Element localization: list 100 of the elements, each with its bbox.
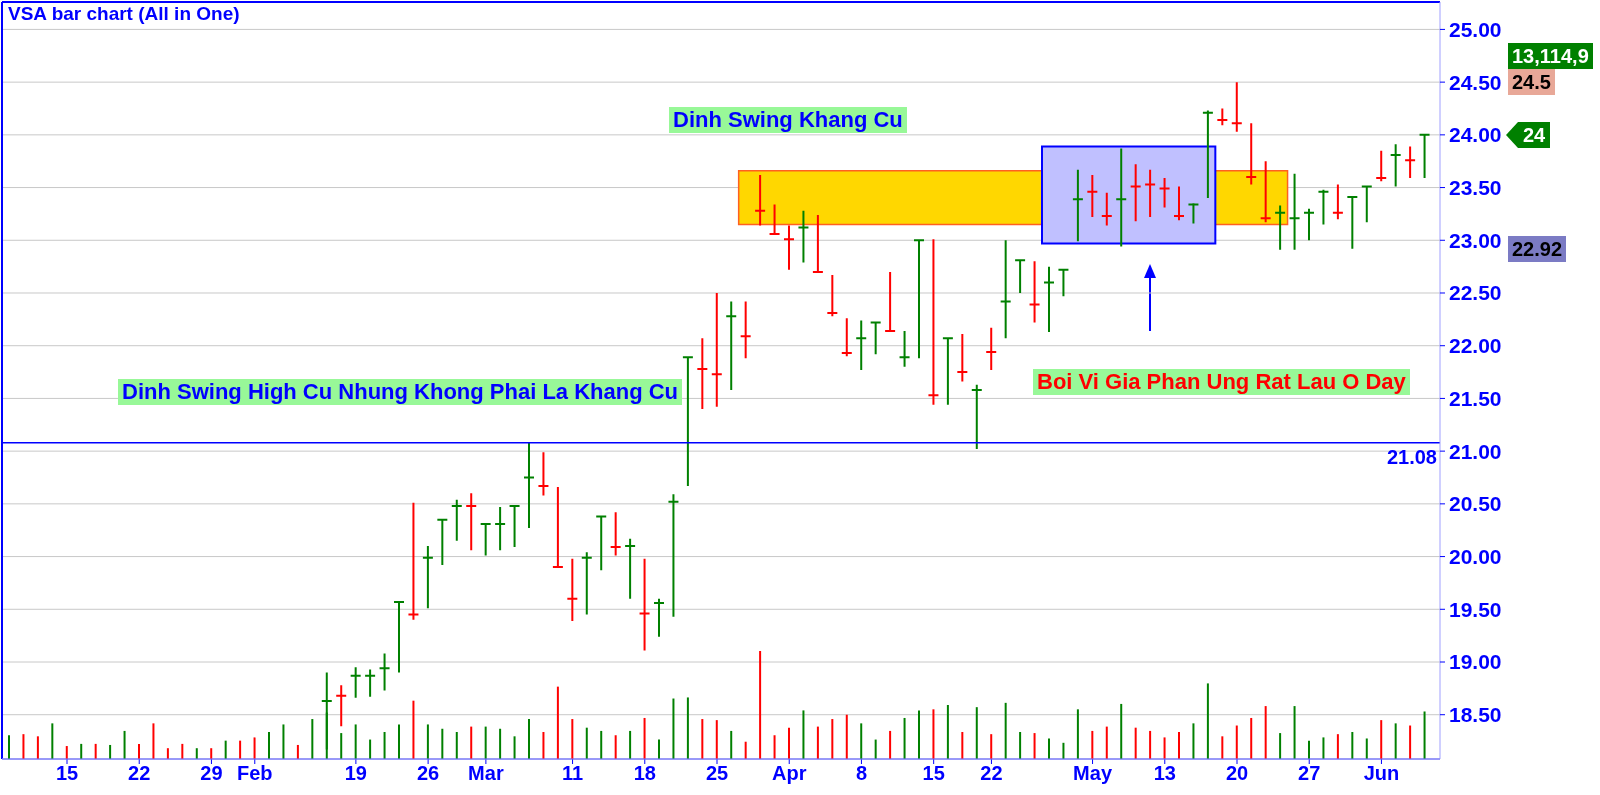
bar — [1394, 723, 1397, 759]
candlestick — [999, 239, 1012, 340]
bar — [181, 743, 184, 759]
candlestick — [754, 173, 767, 227]
bar — [1293, 706, 1296, 759]
candlestick — [956, 333, 969, 383]
bar — [152, 723, 155, 759]
bar — [383, 732, 386, 759]
candlestick — [725, 300, 738, 391]
bar — [816, 726, 819, 759]
candlestick — [1129, 163, 1142, 223]
candlestick — [580, 551, 593, 616]
candlestick — [1274, 204, 1287, 251]
bar — [1279, 733, 1282, 759]
candlestick — [1331, 183, 1344, 221]
bar — [268, 732, 270, 759]
bar — [686, 697, 689, 759]
x-tick-label: 25 — [705, 762, 729, 785]
bar — [1423, 711, 1426, 759]
bar — [94, 743, 97, 759]
bar — [484, 726, 487, 759]
x-tick-label: 27 — [1298, 762, 1321, 785]
candlestick — [1245, 122, 1258, 186]
bar — [1091, 730, 1094, 759]
candlestick — [797, 209, 810, 264]
candlestick — [1201, 109, 1214, 200]
annotation: Dinh Swing Khang Cu — [669, 107, 907, 133]
y-tick-label: 22.50 — [1449, 281, 1502, 305]
candlestick — [638, 557, 651, 652]
candlestick — [1187, 202, 1200, 225]
bar — [1019, 732, 1022, 759]
bar — [1163, 737, 1166, 759]
candlestick — [884, 270, 897, 332]
x-tick-label: 15 — [922, 762, 945, 785]
bar — [340, 733, 343, 759]
candlestick — [1418, 133, 1431, 180]
bar — [1048, 738, 1050, 759]
text: 13,114,9 — [1508, 43, 1593, 69]
candlestick — [551, 485, 564, 569]
y-tick-label: 21.50 — [1449, 386, 1502, 410]
bar — [311, 719, 314, 759]
candlestick — [450, 498, 463, 542]
bar — [788, 727, 790, 759]
bar — [1062, 742, 1065, 759]
bar — [369, 739, 372, 759]
candlestick — [523, 441, 535, 530]
y-tick-label: 23.00 — [1449, 228, 1502, 252]
bar — [123, 730, 126, 759]
bar — [1308, 740, 1310, 759]
candlestick — [421, 545, 434, 610]
bar — [1178, 732, 1180, 759]
candlestick — [1317, 188, 1330, 226]
candlestick — [985, 326, 998, 371]
candlestick — [1230, 81, 1243, 133]
candlestick — [970, 383, 983, 451]
candlestick — [494, 506, 507, 552]
candlestick — [465, 492, 478, 552]
annotation: Boi Vi Gia Phan Ung Rat Lau O Day — [1033, 369, 1410, 395]
x-tick-label: Apr — [772, 762, 807, 785]
bar — [629, 730, 632, 759]
bar — [296, 744, 299, 759]
candlestick — [1144, 168, 1157, 219]
bar — [166, 748, 169, 759]
bar — [80, 743, 83, 759]
bar — [990, 734, 993, 759]
bar — [239, 740, 242, 759]
bar — [643, 717, 646, 759]
candlestick — [811, 213, 824, 273]
bar — [1351, 732, 1354, 759]
y-tick-label: 22.00 — [1449, 334, 1502, 358]
candlestick — [1028, 260, 1041, 324]
bar — [1264, 706, 1267, 759]
candlestick — [696, 337, 709, 410]
candlestick — [609, 511, 622, 557]
candlestick — [1100, 191, 1113, 227]
y-tick-label: 19.50 — [1449, 597, 1502, 621]
bar — [22, 734, 25, 759]
candlestick — [624, 537, 637, 600]
bar — [210, 748, 213, 759]
bar — [1134, 727, 1137, 759]
bar — [513, 736, 516, 759]
y-tick-label: 20.50 — [1449, 492, 1502, 516]
candlestick — [1216, 107, 1229, 127]
candlestick — [681, 356, 694, 487]
bar — [1380, 720, 1383, 759]
candlestick — [1057, 267, 1070, 298]
bar — [918, 710, 920, 759]
bar — [730, 730, 733, 759]
candlestick — [393, 600, 405, 674]
x-tick-label: 18 — [633, 762, 656, 785]
ref-line-label: 21.08 — [1386, 445, 1437, 468]
bar — [1192, 723, 1195, 759]
candlestick — [537, 451, 550, 497]
bar — [874, 739, 877, 759]
candlestick — [1288, 172, 1301, 251]
candlestick — [913, 239, 925, 360]
bar — [542, 732, 545, 759]
candlestick — [566, 557, 579, 622]
bar — [1120, 703, 1123, 759]
bar — [528, 719, 530, 759]
